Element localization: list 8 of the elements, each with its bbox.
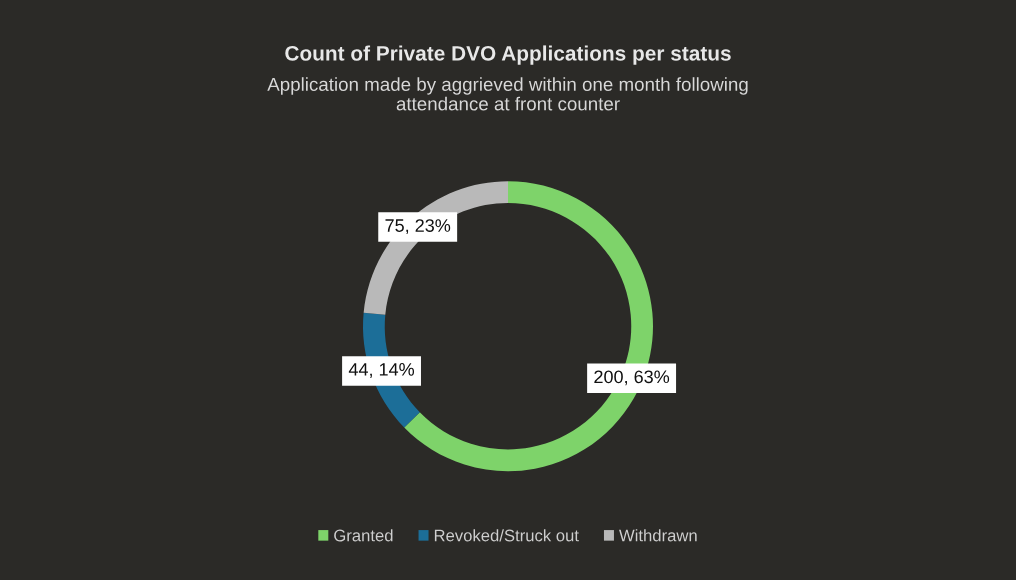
legend-label: Withdrawn: [619, 529, 697, 542]
data-label: 75, 23%: [385, 219, 451, 235]
legend-label: Granted: [334, 529, 393, 542]
data-label: 44, 14%: [348, 363, 415, 378]
chart-subtitle: Application made by aggrieved within one month following attendance at front counter: [267, 77, 748, 111]
legend-label: Revoked/Struck out: [434, 529, 579, 542]
chart-title: Count of Private DVO Applications per status: [285, 45, 731, 65]
data-label: 200, 63%: [594, 370, 670, 386]
